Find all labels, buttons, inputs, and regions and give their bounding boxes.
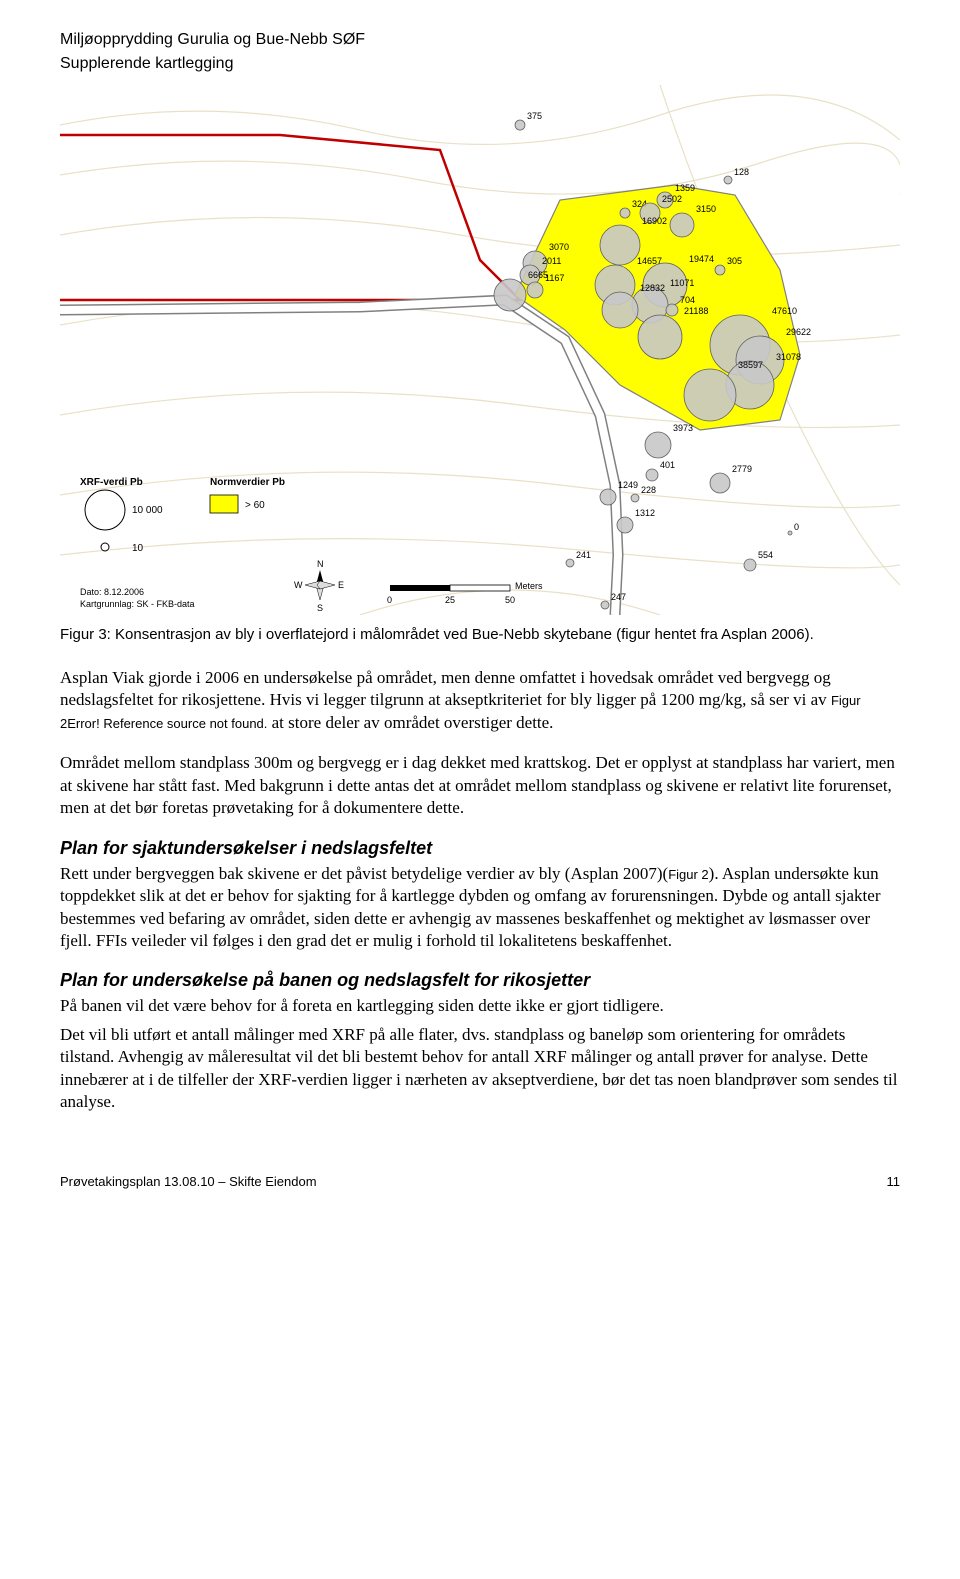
svg-text:Meters: Meters (515, 581, 543, 591)
doc-header-line1: Miljøopprydding Gurulia og Bue-Nebb SØF (60, 30, 900, 51)
footer-right: 11 (887, 1174, 901, 1189)
svg-text:Kartgrunnlag: SK - FKB-data: Kartgrunnlag: SK - FKB-data (80, 599, 195, 609)
svg-text:25: 25 (445, 595, 455, 605)
paragraph-1: Asplan Viak gjorde i 2006 en undersøkels… (60, 667, 900, 734)
svg-text:6665: 6665 (528, 270, 548, 280)
svg-text:0: 0 (794, 522, 799, 532)
paragraph-2: Området mellom standplass 300m og bergve… (60, 752, 900, 819)
svg-text:Dato: 8.12.2006: Dato: 8.12.2006 (80, 587, 144, 597)
svg-text:1249: 1249 (618, 480, 638, 490)
figure-caption: Figur 3: Konsentrasjon av bly i overflat… (60, 625, 900, 645)
svg-text:> 60: > 60 (245, 500, 265, 511)
paragraph-5: Det vil bli utført et antall målinger me… (60, 1024, 900, 1114)
svg-text:2011: 2011 (542, 256, 561, 266)
svg-text:3070: 3070 (549, 242, 569, 252)
svg-text:1359: 1359 (675, 183, 695, 193)
svg-text:N: N (317, 559, 324, 569)
svg-text:S: S (317, 603, 323, 613)
svg-text:19474: 19474 (689, 254, 714, 264)
paragraph-4: På banen vil det være behov for å foreta… (60, 995, 900, 1017)
svg-text:704: 704 (680, 295, 695, 305)
svg-text:16902: 16902 (642, 216, 667, 226)
paragraph-3: Rett under bergveggen bak skivene er det… (60, 863, 900, 953)
svg-text:375: 375 (527, 111, 542, 121)
para3a: Rett under bergveggen bak skivene er det… (60, 864, 668, 883)
svg-text:11071: 11071 (670, 278, 694, 288)
page-footer: Prøvetakingsplan 13.08.10 – Skifte Eiend… (60, 1174, 900, 1189)
svg-text:3973: 3973 (673, 423, 693, 433)
svg-text:1312: 1312 (635, 508, 655, 518)
para3-ref: Figur 2 (668, 867, 708, 882)
svg-text:305: 305 (727, 256, 742, 266)
svg-text:554: 554 (758, 550, 773, 560)
svg-text:W: W (294, 580, 303, 590)
heading-sjakt: Plan for sjaktundersøkelser i nedslagsfe… (60, 838, 900, 859)
svg-text:247: 247 (611, 592, 626, 602)
svg-text:29622: 29622 (786, 327, 811, 337)
heading-banen: Plan for undersøkelse på banen og nedsla… (60, 970, 900, 991)
svg-text:2779: 2779 (732, 464, 752, 474)
svg-text:21188: 21188 (684, 306, 708, 316)
para1-cont: at store deler av området overstiger det… (267, 713, 553, 732)
svg-text:10 000: 10 000 (132, 505, 163, 516)
svg-text:Normverdier Pb: Normverdier Pb (210, 477, 285, 488)
footer-left: Prøvetakingsplan 13.08.10 – Skifte Eiend… (60, 1174, 317, 1189)
svg-text:128: 128 (734, 167, 749, 177)
svg-text:0: 0 (387, 595, 392, 605)
svg-text:E: E (338, 580, 344, 590)
svg-text:2502: 2502 (662, 194, 682, 204)
svg-text:241: 241 (576, 550, 591, 560)
svg-text:47610: 47610 (772, 306, 797, 316)
svg-text:12832: 12832 (640, 283, 665, 293)
map-svg: 3751281359324250231501690230702011116766… (60, 85, 900, 615)
svg-text:3150: 3150 (696, 204, 716, 214)
svg-text:10: 10 (132, 543, 144, 554)
svg-text:31078: 31078 (776, 352, 801, 362)
doc-header-line2: Supplerende kartlegging (60, 55, 900, 73)
svg-text:228: 228 (641, 485, 656, 495)
svg-text:38597: 38597 (738, 360, 763, 370)
map-figure: 3751281359324250231501690230702011116766… (60, 85, 900, 615)
para1-text: Asplan Viak gjorde i 2006 en undersøkels… (60, 668, 831, 709)
svg-text:XRF-verdi Pb: XRF-verdi Pb (80, 477, 143, 488)
svg-text:50: 50 (505, 595, 515, 605)
svg-text:401: 401 (660, 460, 675, 470)
